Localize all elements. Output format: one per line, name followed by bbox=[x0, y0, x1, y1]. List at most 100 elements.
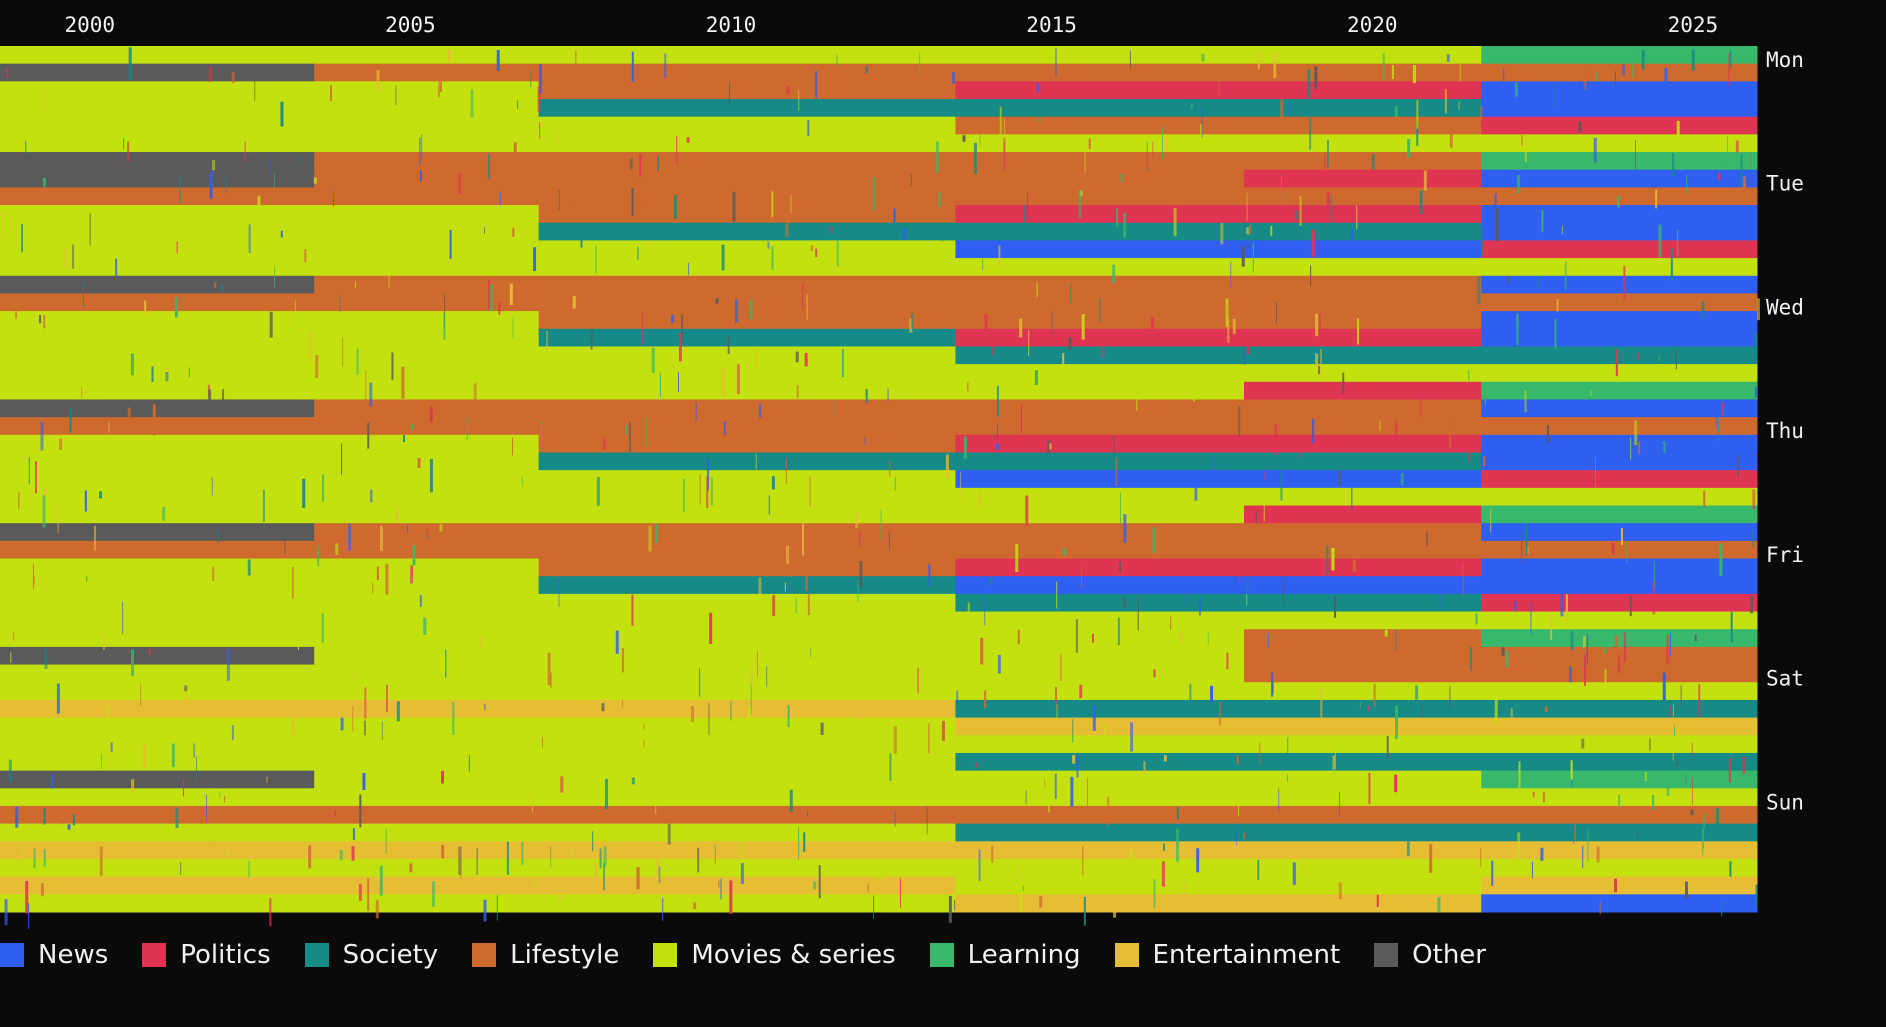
heatmap-cell bbox=[0, 152, 315, 171]
legend-label: Entertainment bbox=[1152, 940, 1341, 970]
heatmap-streak bbox=[417, 457, 421, 468]
heatmap-texture bbox=[2, 47, 1760, 929]
heatmap-streak bbox=[148, 648, 151, 655]
heatmap-streak bbox=[996, 385, 999, 417]
heatmap-cell bbox=[0, 328, 540, 347]
heatmap-streak bbox=[1218, 65, 1220, 94]
heatmap-streak bbox=[1391, 64, 1394, 80]
heatmap-streak bbox=[789, 789, 793, 813]
heatmap-streak bbox=[604, 779, 608, 810]
heatmap-streak bbox=[1056, 581, 1058, 609]
heatmap-streak bbox=[749, 669, 753, 686]
heatmap-streak bbox=[827, 739, 831, 771]
heatmap-streak bbox=[1193, 371, 1196, 402]
heatmap-streak bbox=[1750, 595, 1754, 614]
heatmap-cell bbox=[314, 770, 1482, 789]
heatmap-streak bbox=[889, 753, 892, 781]
heatmap-streak bbox=[962, 135, 966, 142]
heatmap-streak bbox=[1351, 477, 1353, 511]
heatmap-streak bbox=[1084, 143, 1086, 174]
heatmap-streak bbox=[1366, 705, 1370, 712]
heatmap-streak bbox=[1429, 844, 1433, 873]
heatmap-streak bbox=[706, 476, 709, 508]
heatmap-cell bbox=[0, 487, 1758, 507]
heatmap-streak bbox=[1270, 225, 1273, 237]
heatmap-cell bbox=[1481, 434, 1758, 453]
heatmap-cell bbox=[1481, 699, 1758, 719]
heatmap-streak bbox=[1743, 176, 1747, 194]
heatmap-streak bbox=[1309, 116, 1312, 150]
heatmap-streak bbox=[1173, 207, 1177, 237]
heatmap-streak bbox=[184, 685, 188, 692]
heatmap-streak bbox=[1114, 885, 1117, 892]
heatmap-streak bbox=[1179, 633, 1183, 644]
heatmap-streak bbox=[798, 90, 800, 111]
heatmap-streak bbox=[647, 350, 650, 369]
heatmap-streak bbox=[308, 845, 312, 869]
heatmap-streak bbox=[1501, 647, 1505, 656]
heatmap-streak bbox=[1617, 655, 1621, 674]
heatmap-streak bbox=[1560, 583, 1564, 617]
heatmap-streak bbox=[558, 578, 560, 608]
heatmap-streak bbox=[489, 284, 493, 312]
heatmap-streak bbox=[836, 54, 838, 67]
heatmap-streak bbox=[1352, 559, 1356, 572]
heatmap-streak bbox=[1371, 154, 1375, 170]
heatmap-streak bbox=[1524, 390, 1527, 413]
legend-item: Learning bbox=[929, 940, 1081, 970]
heatmap-streak bbox=[836, 439, 840, 451]
heatmap-streak bbox=[359, 794, 362, 828]
heatmap-streak bbox=[499, 191, 501, 206]
heatmap-streak bbox=[1271, 672, 1274, 697]
legend-label: Other bbox=[1412, 940, 1486, 970]
heatmap-streak bbox=[248, 224, 251, 254]
x-axis-ticks: 2000 2005 2010 2015 2020 2025 bbox=[65, 13, 1719, 37]
heatmap-streak bbox=[297, 619, 299, 650]
heatmap-streak bbox=[1310, 265, 1312, 287]
heatmap-streak bbox=[1068, 337, 1072, 350]
heatmap-streak bbox=[388, 266, 390, 288]
heatmap-streak bbox=[1194, 474, 1198, 501]
legend-label: Society bbox=[342, 940, 439, 970]
heatmap-streak bbox=[732, 191, 736, 222]
heatmap-streak bbox=[212, 160, 216, 171]
heatmap-streak bbox=[766, 737, 769, 759]
heatmap-streak bbox=[767, 70, 771, 77]
heatmap-cell bbox=[0, 752, 956, 772]
heatmap-cell bbox=[0, 540, 315, 560]
heatmap-streak bbox=[179, 176, 181, 204]
heatmap-cell bbox=[1481, 894, 1758, 913]
heatmap-cell bbox=[955, 752, 1482, 772]
heatmap-streak bbox=[483, 899, 487, 922]
heatmap-streak bbox=[1468, 369, 1470, 381]
heatmap-cell bbox=[1481, 99, 1758, 118]
heatmap-streak bbox=[1152, 527, 1156, 553]
heatmap-streak bbox=[1669, 705, 1672, 717]
heatmap-streak bbox=[439, 524, 443, 532]
heatmap-streak bbox=[1287, 737, 1289, 770]
heatmap-streak bbox=[695, 402, 697, 422]
heatmap-streak bbox=[35, 461, 37, 494]
heatmap-streak bbox=[1198, 597, 1201, 616]
heatmap-streak bbox=[1484, 389, 1486, 406]
heatmap-streak bbox=[772, 595, 776, 617]
heatmap-streak bbox=[340, 740, 342, 761]
heatmap-streak bbox=[1554, 82, 1556, 109]
heatmap-streak bbox=[1469, 646, 1472, 671]
heatmap-streak bbox=[699, 668, 701, 697]
heatmap-streak bbox=[364, 687, 367, 719]
heatmap-streak bbox=[926, 806, 928, 835]
heatmap-streak bbox=[1232, 318, 1236, 334]
heatmap-streak bbox=[1246, 227, 1250, 235]
heatmap-streak bbox=[1373, 683, 1376, 708]
heatmap-streak bbox=[867, 883, 869, 893]
heatmap-cell bbox=[0, 293, 315, 312]
heatmap-streak bbox=[110, 742, 113, 752]
heatmap-streak bbox=[1379, 420, 1381, 431]
heatmap-streak bbox=[449, 213, 452, 220]
heatmap-streak bbox=[441, 844, 445, 859]
heatmap-streak bbox=[603, 862, 605, 891]
heatmap-streak bbox=[1516, 313, 1519, 346]
heatmap-streak bbox=[496, 895, 498, 921]
heatmap-streak bbox=[1655, 189, 1658, 209]
